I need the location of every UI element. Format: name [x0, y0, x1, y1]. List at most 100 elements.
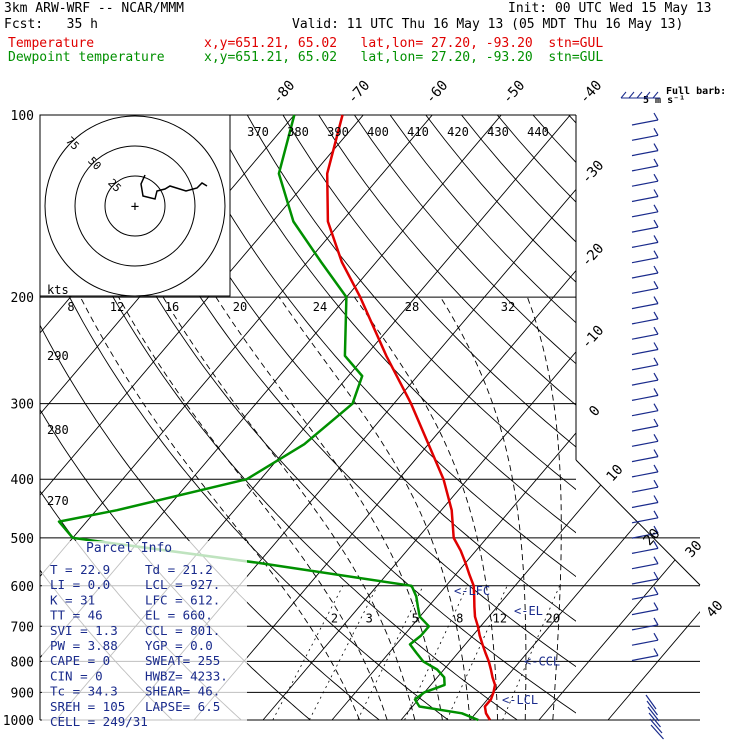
- wind-barb-flag: [653, 204, 659, 213]
- parcel-row-left-2: K = 31: [50, 592, 95, 607]
- moist-adiabat-12: [162, 296, 416, 720]
- isotherm-label--40: -40: [577, 78, 606, 108]
- wind-barb-flag: [653, 648, 659, 656]
- hodograph-ring-1: [104, 175, 166, 237]
- wind-barb-flag: [653, 342, 659, 350]
- wind-barb-flag: [653, 265, 659, 274]
- isotherm--20: [193, 115, 700, 721]
- dry-adiabat-370: [282, 115, 576, 448]
- isotherm-10: [400, 115, 700, 721]
- moist-adiabats: [80, 296, 562, 720]
- pressure-tick-600: 600: [11, 580, 34, 595]
- mixing-ratio-8: [404, 585, 468, 720]
- wind-barb-low: [649, 718, 663, 734]
- dry-adiabat-330: [139, 115, 576, 622]
- dry-adiabat-290: [40, 234, 449, 720]
- dewpoint-line: [57, 114, 479, 722]
- wind-barb-shaft: [631, 257, 659, 264]
- isotherm-label-30: 30: [682, 538, 705, 561]
- legend-barb-tick: [652, 91, 659, 99]
- wind-barb-low: [646, 700, 658, 716]
- pressure-tick-200: 200: [11, 291, 34, 306]
- isotherm-0: [331, 115, 700, 721]
- parcel-row-right-8: SHEAR= 46.: [145, 684, 220, 699]
- wind-barb-shaft: [631, 287, 659, 294]
- wind-barb-flag: [653, 541, 659, 549]
- moist-adiabat-32: [526, 296, 562, 720]
- wind-barb-shaft: [631, 471, 659, 478]
- pressure-tick-800: 800: [11, 655, 34, 670]
- dry-adiabat-300: [40, 134, 518, 720]
- isotherm-label-40: 40: [703, 598, 726, 621]
- wind-barb-shaft: [631, 440, 659, 447]
- pressure-tick-900: 900: [11, 686, 34, 701]
- wind-barb-flag: [653, 158, 659, 167]
- speed-label-24: 24: [313, 300, 327, 314]
- wind-barb-shaft: [631, 379, 659, 386]
- wind-barbs: Full barb:5 m s⁻¹: [620, 86, 726, 740]
- theta-label-290: 290: [47, 349, 69, 363]
- wind-barb-shaft: [631, 578, 659, 585]
- init-time: Init: 00 UTC Wed 15 May 13: [508, 1, 712, 16]
- dry-adiabat-430: [496, 115, 576, 203]
- hodograph-ring-3: [44, 115, 226, 297]
- wind-barb-shaft: [631, 654, 659, 662]
- theta-label-370: 370: [247, 125, 269, 139]
- mixing-ratio-label-3: 3: [366, 612, 373, 626]
- dry-adiabat-310: [68, 115, 576, 714]
- barb-legend-line2: 5 m s⁻¹: [643, 95, 685, 106]
- wind-barb-shaft: [631, 456, 659, 463]
- wind-barb-flag: [653, 571, 659, 580]
- legend-barb-tick: [644, 91, 651, 99]
- mixing-ratio-label-2: 2: [331, 612, 338, 626]
- wind-barb-shaft: [631, 165, 659, 172]
- valid-time: Valid: 11 UTC Thu 16 May 13 (05 MDT Thu …: [292, 17, 684, 32]
- dry-adiabat-390: [354, 115, 576, 365]
- mixing-ratio-label-12: 12: [493, 612, 507, 626]
- isotherm-label--50: -50: [500, 78, 529, 108]
- wind-barb-low: [648, 712, 661, 728]
- legend-barb-tick: [628, 91, 635, 99]
- wind-barb-low: [650, 724, 664, 740]
- wind-barb-shaft: [631, 272, 659, 279]
- wind-barb-flag: [653, 250, 659, 258]
- wind-barb-shaft: [631, 624, 659, 631]
- wind-barb-shaft: [631, 226, 659, 233]
- wind-barb-shaft: [631, 211, 659, 218]
- wind-barb-shaft: [631, 593, 659, 600]
- sounding-series: [57, 114, 497, 722]
- parcel-box: [42, 541, 247, 731]
- wind-barb-flag: [653, 464, 659, 473]
- theta-label-440: 440: [527, 125, 549, 139]
- marker-lfc: <-LFC: [454, 584, 490, 598]
- wind-barb-flag: [653, 525, 659, 534]
- wind-barb-flag: [653, 326, 659, 335]
- parcel-row-left-3: TT = 46: [50, 608, 103, 623]
- speed-label-32: 32: [501, 300, 515, 314]
- parcel-row-right-9: LAPSE= 6.5: [145, 699, 220, 714]
- isotherm-label-10: 10: [603, 462, 626, 485]
- wind-barb-flag: [653, 235, 659, 243]
- wind-barb-flag: [653, 281, 659, 289]
- wind-barb-shaft: [631, 394, 659, 401]
- wind-barb-shaft: [631, 639, 659, 646]
- wind-barb-shaft: [631, 501, 659, 509]
- mixing-ratio-3: [308, 585, 378, 720]
- barb-legend-line1: Full barb:: [666, 86, 726, 97]
- wind-barb-shaft: [631, 609, 659, 616]
- pressure-tick-500: 500: [11, 532, 34, 547]
- dry-adiabat-410: [425, 115, 576, 283]
- mixing-ratio-12: [446, 585, 508, 720]
- dry-adiabat-420: [461, 115, 576, 243]
- moist-adiabat-28: [440, 296, 527, 720]
- wind-barb-shaft: [631, 150, 659, 157]
- wind-barb-shaft: [631, 563, 659, 570]
- marker-lcl: <-LCL: [502, 693, 538, 707]
- theta-label-380: 380: [287, 125, 309, 139]
- parcel-row-right-7: HWBZ= 4233.: [145, 668, 228, 683]
- mixing-ratio-label-5: 5: [412, 612, 419, 626]
- wind-barb-shaft: [631, 134, 659, 141]
- parcel-row-left-0: T = 22.9: [50, 562, 110, 577]
- parcel-row-right-1: LCL = 927.: [145, 577, 220, 592]
